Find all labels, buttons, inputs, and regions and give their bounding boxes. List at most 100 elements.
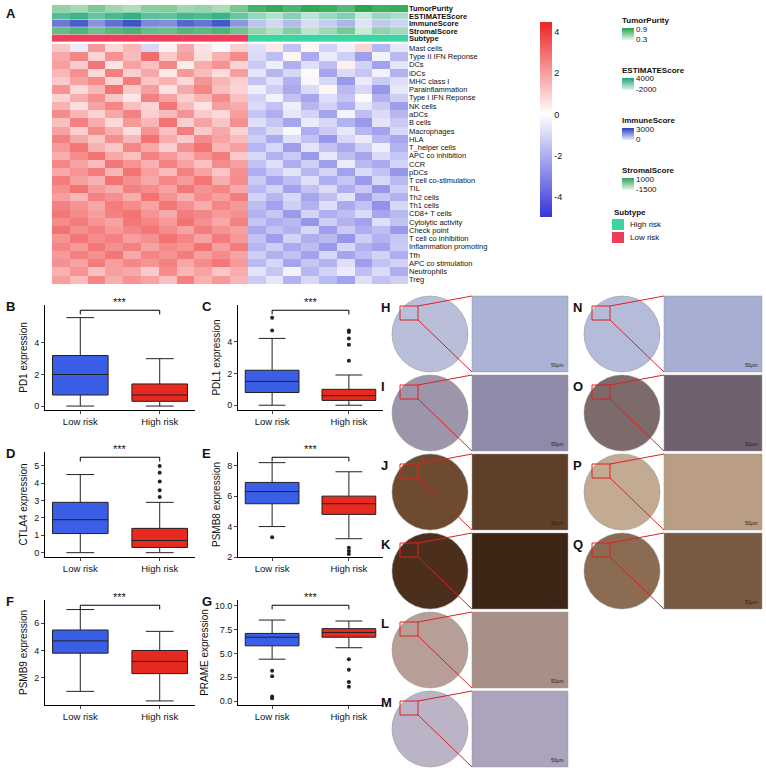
svg-text:***: ***: [113, 443, 127, 455]
svg-text:J: J: [381, 458, 388, 473]
svg-text:ESTIMATEScore: ESTIMATEScore: [409, 12, 467, 21]
svg-text:High risk: High risk: [330, 711, 367, 722]
svg-text:PSMB9 expression: PSMB9 expression: [18, 610, 29, 695]
svg-text:P: P: [573, 458, 582, 473]
svg-text:2: 2: [227, 369, 232, 379]
svg-text:High risk: High risk: [141, 711, 178, 722]
svg-text:TIL: TIL: [409, 184, 420, 193]
svg-text:10.0: 10.0: [215, 601, 233, 611]
svg-text:4000: 4000: [636, 74, 654, 83]
svg-text:DCs: DCs: [409, 60, 424, 69]
svg-text:T_helper cells: T_helper cells: [409, 143, 456, 152]
svg-text:0: 0: [34, 401, 39, 411]
svg-text:4: 4: [227, 522, 232, 532]
svg-text:8: 8: [227, 461, 232, 471]
svg-text:High risk: High risk: [630, 220, 662, 229]
svg-text:CD8+ T cells: CD8+ T cells: [409, 209, 452, 218]
svg-text:StromalScore: StromalScore: [409, 27, 458, 36]
svg-text:Type I IFN Reponse: Type I IFN Reponse: [409, 93, 476, 102]
svg-text:B: B: [6, 299, 15, 314]
svg-text:50μm: 50μm: [745, 599, 758, 605]
svg-text:5.0: 5.0: [220, 649, 233, 659]
svg-text:Th1 cells: Th1 cells: [409, 201, 439, 210]
svg-text:***: ***: [304, 591, 318, 603]
svg-text:50μm: 50μm: [745, 520, 758, 526]
svg-text:0.9: 0.9: [636, 25, 648, 34]
svg-text:Subtype: Subtype: [614, 208, 646, 217]
svg-text:pDCs: pDCs: [409, 168, 428, 177]
svg-text:4: 4: [227, 337, 232, 347]
svg-text:L: L: [381, 616, 389, 631]
svg-text:CTLA4 expression: CTLA4 expression: [18, 463, 29, 545]
svg-text:50μm: 50μm: [551, 520, 564, 526]
svg-text:4: 4: [554, 27, 559, 37]
svg-text:High risk: High risk: [330, 416, 367, 427]
svg-text:***: ***: [304, 443, 318, 455]
svg-text:-2000: -2000: [636, 85, 657, 94]
svg-text:2: 2: [34, 370, 39, 380]
svg-text:T cell co inhibition: T cell co inhibition: [409, 234, 468, 243]
svg-text:Parainflammation: Parainflammation: [409, 85, 467, 94]
svg-text:0: 0: [34, 548, 39, 558]
svg-text:Macrophages: Macrophages: [409, 127, 455, 136]
svg-text:0.3: 0.3: [636, 35, 648, 44]
svg-text:APC co inhibition: APC co inhibition: [409, 151, 466, 160]
svg-text:C: C: [202, 299, 212, 314]
svg-text:M: M: [381, 695, 392, 710]
svg-text:NK cells: NK cells: [409, 102, 437, 111]
svg-text:Check point: Check point: [409, 226, 450, 235]
svg-text:1000: 1000: [636, 175, 654, 184]
svg-text:0: 0: [636, 135, 641, 144]
svg-text:2.5: 2.5: [220, 672, 233, 682]
svg-text:Treg: Treg: [409, 275, 424, 284]
svg-text:2: 2: [554, 68, 559, 78]
svg-text:Q: Q: [573, 537, 583, 552]
svg-text:2: 2: [34, 673, 39, 683]
svg-text:MHC class I: MHC class I: [409, 77, 449, 86]
svg-text:F: F: [6, 594, 14, 609]
svg-text:50μm: 50μm: [551, 678, 564, 684]
svg-text:Low risk: Low risk: [255, 711, 290, 722]
svg-text:***: ***: [113, 296, 127, 308]
svg-text:A: A: [6, 6, 16, 21]
svg-text:1: 1: [34, 530, 39, 540]
svg-text:Low risk: Low risk: [63, 711, 98, 722]
svg-text:iDCs: iDCs: [409, 69, 425, 78]
svg-text:I: I: [381, 379, 385, 394]
svg-text:ESTIMATEScore: ESTIMATEScore: [622, 66, 685, 75]
svg-text:TumorPurity: TumorPurity: [409, 4, 454, 13]
svg-text:-4: -4: [554, 192, 562, 202]
svg-text:Neutrophils: Neutrophils: [409, 267, 447, 276]
svg-text:High risk: High risk: [330, 563, 367, 574]
svg-text:0.0: 0.0: [220, 696, 233, 706]
svg-text:ImmuneScore: ImmuneScore: [409, 19, 459, 28]
svg-text:50μm: 50μm: [551, 441, 564, 447]
svg-text:aDCs: aDCs: [409, 110, 428, 119]
svg-text:CCR: CCR: [409, 160, 426, 169]
svg-text:PD1 expression: PD1 expression: [18, 322, 29, 393]
svg-text:HLA: HLA: [409, 135, 424, 144]
svg-text:0: 0: [227, 400, 232, 410]
svg-text:5: 5: [34, 461, 39, 471]
svg-text:O: O: [573, 379, 583, 394]
svg-text:6: 6: [34, 618, 39, 628]
svg-text:High risk: High risk: [141, 563, 178, 574]
svg-text:Low risk: Low risk: [63, 416, 98, 427]
svg-text:Low risk: Low risk: [63, 563, 98, 574]
svg-text:50μm: 50μm: [551, 599, 564, 605]
svg-text:Inflammation promoting: Inflammation promoting: [409, 242, 487, 251]
svg-text:Tfh: Tfh: [409, 251, 420, 260]
svg-text:Mast cells: Mast cells: [409, 44, 443, 53]
svg-text:Th2 cells: Th2 cells: [409, 193, 439, 202]
svg-text:Low risk: Low risk: [255, 416, 290, 427]
svg-text:6: 6: [227, 491, 232, 501]
svg-text:StromalScore: StromalScore: [622, 166, 675, 175]
svg-text:Type II IFN Reponse: Type II IFN Reponse: [409, 52, 478, 61]
svg-text:3000: 3000: [636, 125, 654, 134]
svg-text:0: 0: [554, 110, 559, 120]
svg-text:-2: -2: [554, 151, 562, 161]
svg-text:PSMB8 expression: PSMB8 expression: [211, 462, 222, 547]
svg-text:H: H: [381, 300, 390, 315]
svg-text:-1500: -1500: [636, 185, 657, 194]
svg-text:High risk: High risk: [141, 416, 178, 427]
